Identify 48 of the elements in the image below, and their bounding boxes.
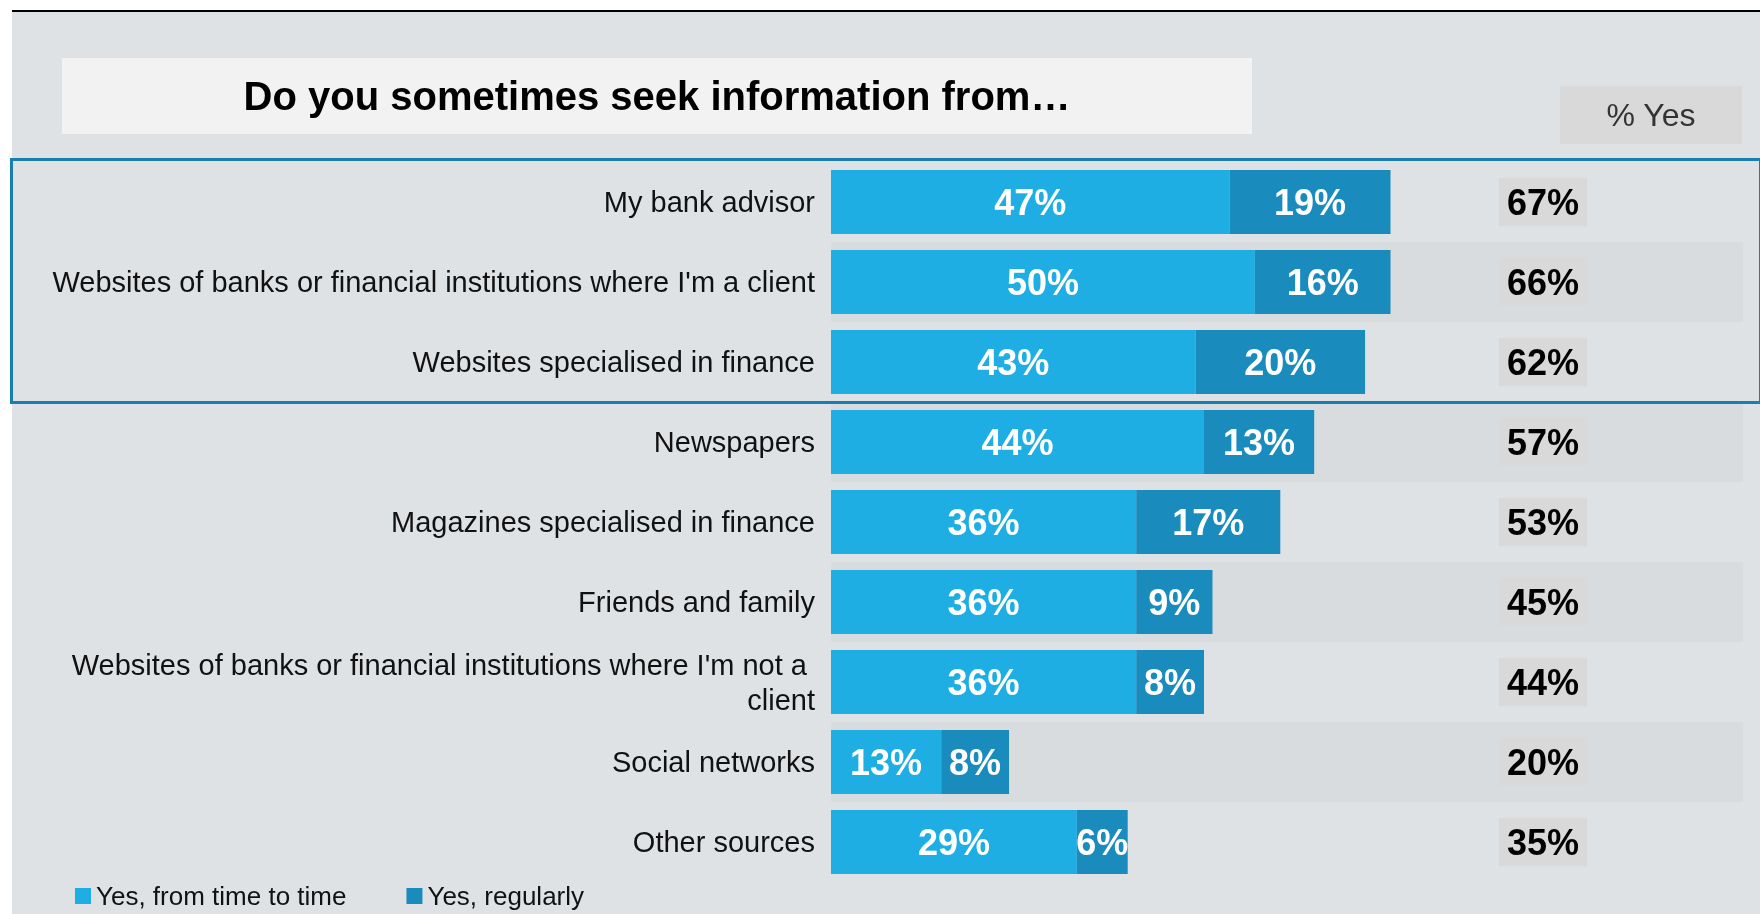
data-label: 20% xyxy=(1244,341,1317,383)
data-label: 36% xyxy=(947,661,1020,703)
y-tick-label: Websites of banks or financial institutions where I'm a client xyxy=(52,266,815,298)
text: 53% xyxy=(1506,501,1580,543)
bar xyxy=(1229,170,1391,234)
text: 44% xyxy=(1506,661,1580,703)
bar xyxy=(831,650,1137,714)
bar xyxy=(831,170,1230,234)
data-label: 16% xyxy=(1286,261,1359,303)
data-label: 6% xyxy=(1076,821,1129,863)
y-tick-label: Magazines specialised in finance xyxy=(391,506,815,538)
text: 66% xyxy=(1506,261,1580,303)
bar xyxy=(831,810,1077,874)
bar xyxy=(831,490,1137,554)
text: 35% xyxy=(1506,821,1580,863)
text: 57% xyxy=(1506,421,1580,463)
text: 67% xyxy=(1506,181,1580,223)
text: % Yes xyxy=(1560,86,1742,144)
data-label: 8% xyxy=(1144,661,1197,703)
text: 45% xyxy=(1506,581,1580,623)
bar xyxy=(1195,330,1366,394)
data-label: 29% xyxy=(917,821,990,863)
y-tick-label: Other sources xyxy=(632,826,815,858)
bar xyxy=(831,330,1196,394)
data-label: 43% xyxy=(977,341,1050,383)
data-label: 17% xyxy=(1172,501,1245,543)
text: 20% xyxy=(1506,741,1580,783)
y-tick-label: Social networks xyxy=(611,746,815,778)
chart-title: Do you sometimes seek information from… xyxy=(62,58,1252,134)
data-label: 44% xyxy=(981,421,1054,463)
data-label: 36% xyxy=(947,501,1020,543)
data-label: 19% xyxy=(1273,181,1347,223)
data-label: 50% xyxy=(1006,261,1079,303)
y-tick-label: Websites of banks or financial institutions where I'm not a client xyxy=(71,648,815,716)
bar xyxy=(1136,490,1281,554)
y-tick-label: Newspapers xyxy=(653,426,815,458)
y-tick-label: My bank advisor xyxy=(603,186,816,218)
data-label: 13% xyxy=(1223,421,1296,463)
legend-label: Yes, from time to time xyxy=(96,881,347,911)
data-label: 8% xyxy=(949,741,1002,783)
text: 62% xyxy=(1506,341,1580,383)
data-label: 47% xyxy=(994,181,1067,223)
data-label: 13% xyxy=(850,741,923,783)
data-label: 36% xyxy=(947,581,1020,623)
y-tick-label: Friends and family xyxy=(578,586,816,618)
y-tick-label: Websites specialised in finance xyxy=(412,346,815,378)
data-label: 9% xyxy=(1148,581,1201,623)
legend-label: Yes, regularly xyxy=(427,881,585,911)
